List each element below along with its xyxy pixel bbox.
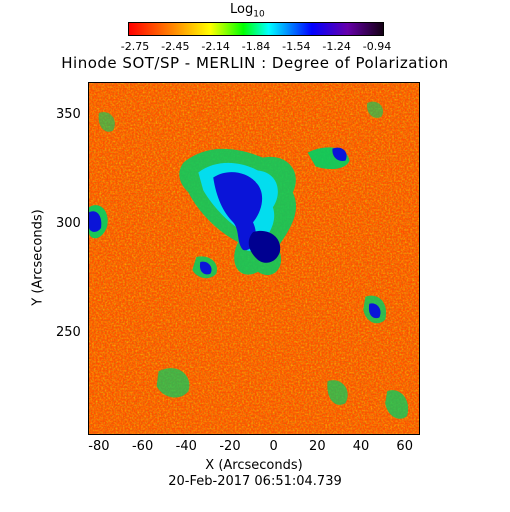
x-tick-label: 60	[396, 439, 413, 454]
colorbar-title-main: Log	[230, 2, 254, 17]
x-tick-label: -80	[88, 439, 110, 454]
plot-title: Hinode SOT/SP - MERLIN : Degree of Polar…	[61, 54, 449, 72]
colorbar-tick-label: -2.75	[120, 40, 150, 53]
x-tick-label: 40	[352, 439, 370, 454]
colorbar	[128, 22, 384, 36]
x-tick-label: 0	[269, 439, 278, 454]
x-tick-label: -60	[131, 439, 154, 454]
y-tick-label: 250	[56, 324, 81, 340]
network-features	[89, 101, 409, 419]
colorbar-tick-label: -1.84	[241, 40, 271, 53]
timestamp: 20-Feb-2017 06:51:04.739	[168, 474, 342, 489]
colorbar-tick-label: -1.24	[322, 40, 351, 53]
colorbar-title-subscript: 10	[253, 9, 265, 20]
x-tick-label: -20	[219, 439, 241, 454]
colorbar-tick-label: -2.45	[161, 40, 190, 53]
polarization-map	[88, 82, 420, 435]
y-tick-label: 300	[56, 215, 81, 231]
colorbar-tick-label: -0.94	[362, 40, 392, 53]
colorbar-tick-label: -2.14	[201, 40, 230, 53]
x-tick-label: 20	[309, 439, 326, 454]
x-tick-label: -40	[175, 439, 197, 454]
x-axis-label: X (Arcseconds)	[205, 458, 303, 473]
y-axis-label: Y (Arcseconds)	[30, 209, 46, 306]
colorbar-tick-label: -1.54	[282, 40, 311, 53]
colorbar-gradient	[129, 23, 383, 35]
colorbar-title: Log10	[230, 2, 265, 20]
y-tick-label: 350	[56, 106, 81, 122]
